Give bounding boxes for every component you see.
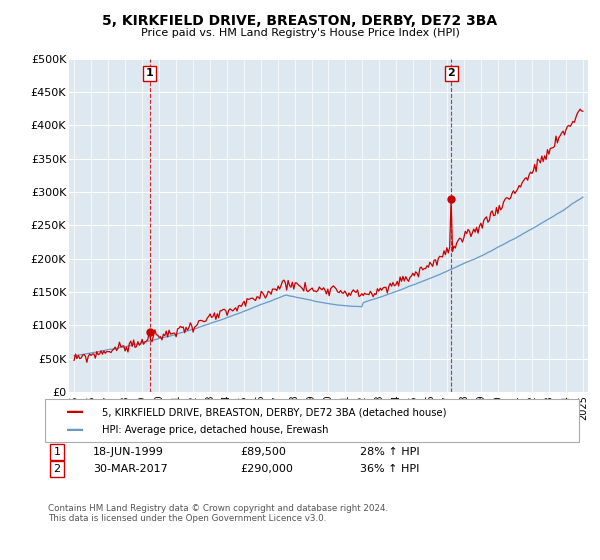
Text: 36% ↑ HPI: 36% ↑ HPI <box>360 464 419 474</box>
Text: £89,500: £89,500 <box>240 447 286 457</box>
Text: —: — <box>66 421 84 439</box>
Text: Contains HM Land Registry data © Crown copyright and database right 2024.
This d: Contains HM Land Registry data © Crown c… <box>48 504 388 524</box>
Text: 28% ↑ HPI: 28% ↑ HPI <box>360 447 419 457</box>
Text: HPI: Average price, detached house, Erewash: HPI: Average price, detached house, Erew… <box>102 425 329 435</box>
Text: 2: 2 <box>448 68 455 78</box>
Text: £290,000: £290,000 <box>240 464 293 474</box>
Text: 1: 1 <box>146 68 154 78</box>
Text: 18-JUN-1999: 18-JUN-1999 <box>93 447 164 457</box>
Text: 5, KIRKFIELD DRIVE, BREASTON, DERBY, DE72 3BA: 5, KIRKFIELD DRIVE, BREASTON, DERBY, DE7… <box>103 14 497 28</box>
Text: —: — <box>66 403 84 421</box>
Text: 5, KIRKFIELD DRIVE, BREASTON, DERBY, DE72 3BA (detached house): 5, KIRKFIELD DRIVE, BREASTON, DERBY, DE7… <box>102 407 446 417</box>
Text: Price paid vs. HM Land Registry's House Price Index (HPI): Price paid vs. HM Land Registry's House … <box>140 28 460 38</box>
Text: 1: 1 <box>53 447 61 457</box>
Text: 2: 2 <box>53 464 61 474</box>
Text: 30-MAR-2017: 30-MAR-2017 <box>93 464 168 474</box>
